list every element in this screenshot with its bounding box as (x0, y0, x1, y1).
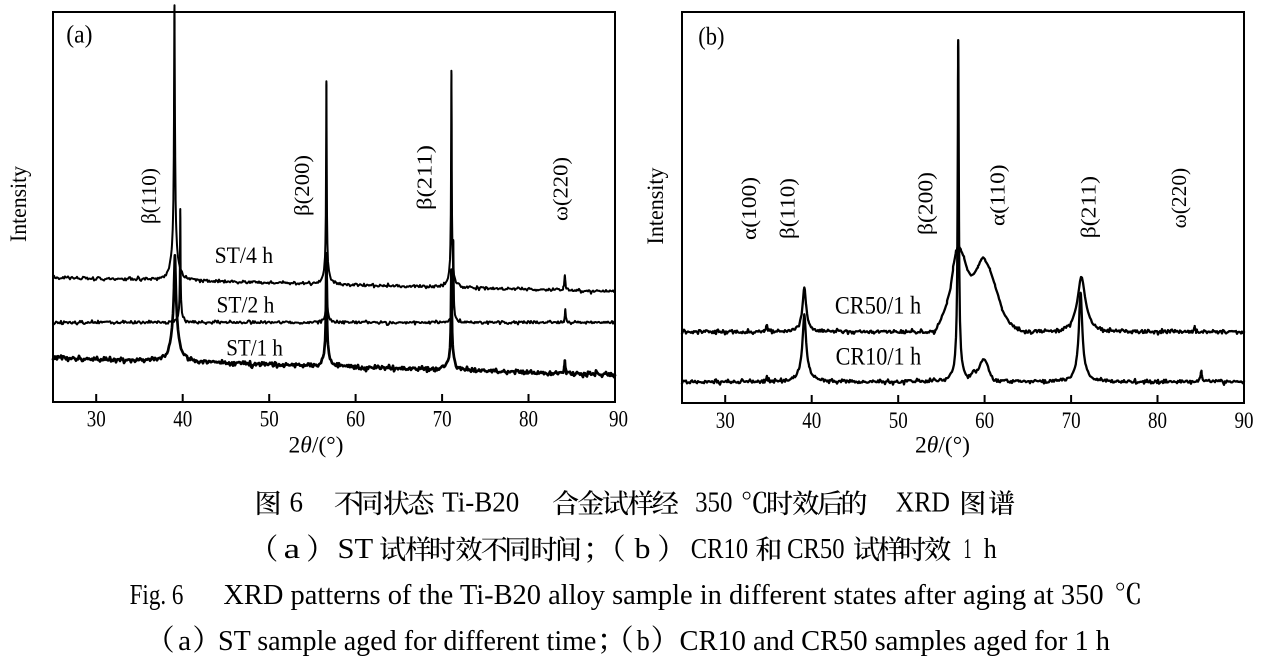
svg-text:α(100): α(100) (737, 177, 761, 240)
svg-text:Intensity: Intensity (6, 166, 31, 242)
svg-text:90: 90 (1235, 408, 1254, 433)
svg-text:ω(220): ω(220) (1167, 168, 1191, 229)
svg-text:ω(220): ω(220) (549, 157, 573, 221)
svg-text:(b): (b) (698, 23, 724, 50)
svg-text:30: 30 (87, 406, 106, 431)
svg-text:50: 50 (260, 406, 279, 431)
svg-text:XRD: XRD (896, 488, 950, 519)
svg-text:β(200): β(200) (290, 155, 314, 216)
svg-text:Intensity: Intensity (643, 167, 668, 244)
svg-text:1: 1 (964, 534, 972, 565)
svg-text:(a): (a) (66, 21, 92, 48)
svg-text:XRD patterns of the Ti-B20 all: XRD patterns of the Ti-B20 alloy sample … (223, 580, 1103, 611)
svg-text:b: b (637, 626, 650, 657)
svg-text:CR10: CR10 (691, 534, 748, 565)
svg-text:2θ/(°): 2θ/(°) (289, 433, 344, 458)
svg-text:CR10 and CR50 samples aged for: CR10 and CR50 samples aged for 1 h (680, 626, 1111, 657)
svg-text:40: 40 (802, 408, 821, 433)
svg-text:350: 350 (695, 488, 732, 519)
svg-text:b: b (635, 534, 651, 565)
svg-text:β(200): β(200) (914, 172, 938, 235)
svg-text:40: 40 (173, 406, 192, 431)
svg-text:CR50/1 h: CR50/1 h (835, 293, 922, 320)
svg-text:Fig. 6: Fig. 6 (130, 580, 184, 611)
svg-text:Ti-B20: Ti-B20 (442, 488, 519, 519)
svg-text:80: 80 (519, 406, 538, 431)
svg-text:30: 30 (716, 408, 735, 433)
svg-text:ST/1 h: ST/1 h (226, 336, 283, 361)
svg-text:2θ/(°): 2θ/(°) (915, 433, 970, 458)
svg-text:50: 50 (889, 408, 908, 433)
svg-text:a: a (178, 626, 192, 657)
svg-text:ST: ST (338, 534, 374, 565)
svg-text:90: 90 (609, 406, 628, 431)
svg-text:α(110): α(110) (985, 165, 1009, 226)
svg-text:60: 60 (346, 406, 365, 431)
svg-text:ST/2 h: ST/2 h (217, 293, 275, 318)
svg-text:70: 70 (433, 406, 452, 431)
svg-text:CR50: CR50 (787, 534, 844, 565)
svg-text:6: 6 (290, 488, 304, 519)
svg-text:h: h (984, 534, 997, 565)
svg-text:70: 70 (1062, 408, 1081, 433)
svg-text:80: 80 (1148, 408, 1167, 433)
svg-text:β(211): β(211) (412, 145, 436, 210)
svg-text:ST sample aged for different t: ST sample aged for different time (218, 626, 596, 657)
svg-text:β(110): β(110) (775, 178, 799, 239)
svg-text:β(110): β(110) (137, 168, 161, 224)
svg-text:CR10/1 h: CR10/1 h (836, 344, 922, 371)
svg-text:60: 60 (975, 408, 994, 433)
svg-text:β(211): β(211) (1076, 176, 1100, 238)
svg-text:a: a (284, 534, 301, 565)
svg-text:ST/4 h: ST/4 h (215, 243, 274, 268)
